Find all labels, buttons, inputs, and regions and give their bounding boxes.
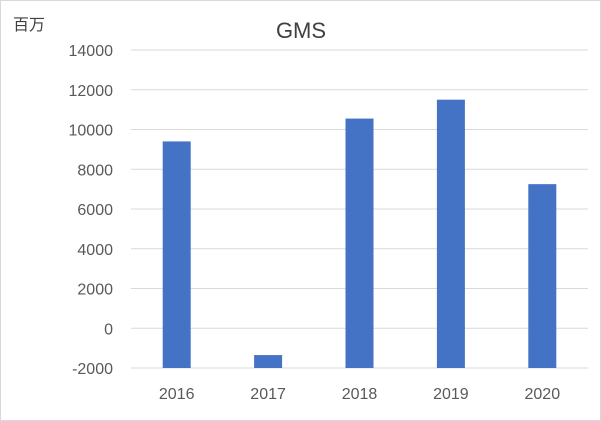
x-tick-label-2020: 2020: [525, 386, 561, 403]
y-tick-label: 12000: [69, 83, 114, 100]
x-tick-label-2019: 2019: [433, 386, 469, 403]
y-axis-tick-labels: -2000 0 2000 4000 6000 8000 10000 12000 14000: [69, 43, 114, 378]
x-tick-label-2016: 2016: [159, 386, 195, 403]
x-tick-label-2017: 2017: [250, 386, 286, 403]
y-tick-label: 8000: [77, 162, 113, 179]
chart-title: GMS: [276, 18, 326, 43]
bar-2019: [436, 99, 465, 368]
y-tick-label: -2000: [72, 361, 113, 378]
y-tick-label: 6000: [77, 202, 113, 219]
y-tick-label: 2000: [77, 282, 113, 299]
y-tick-label: 0: [104, 321, 113, 338]
y-tick-label: 14000: [69, 43, 114, 60]
bar-2020: [528, 184, 557, 368]
x-axis-tick-labels: 2016 2017 2018 2019 2020: [159, 386, 560, 403]
bar-2018: [345, 118, 374, 368]
unit-label: 百万: [13, 15, 45, 34]
y-tick-label: 4000: [77, 242, 113, 259]
y-tick-label: 10000: [69, 123, 114, 140]
bars: [162, 99, 557, 368]
x-tick-label-2018: 2018: [342, 386, 378, 403]
bar-2016: [162, 141, 191, 368]
bar-2017: [254, 355, 283, 368]
